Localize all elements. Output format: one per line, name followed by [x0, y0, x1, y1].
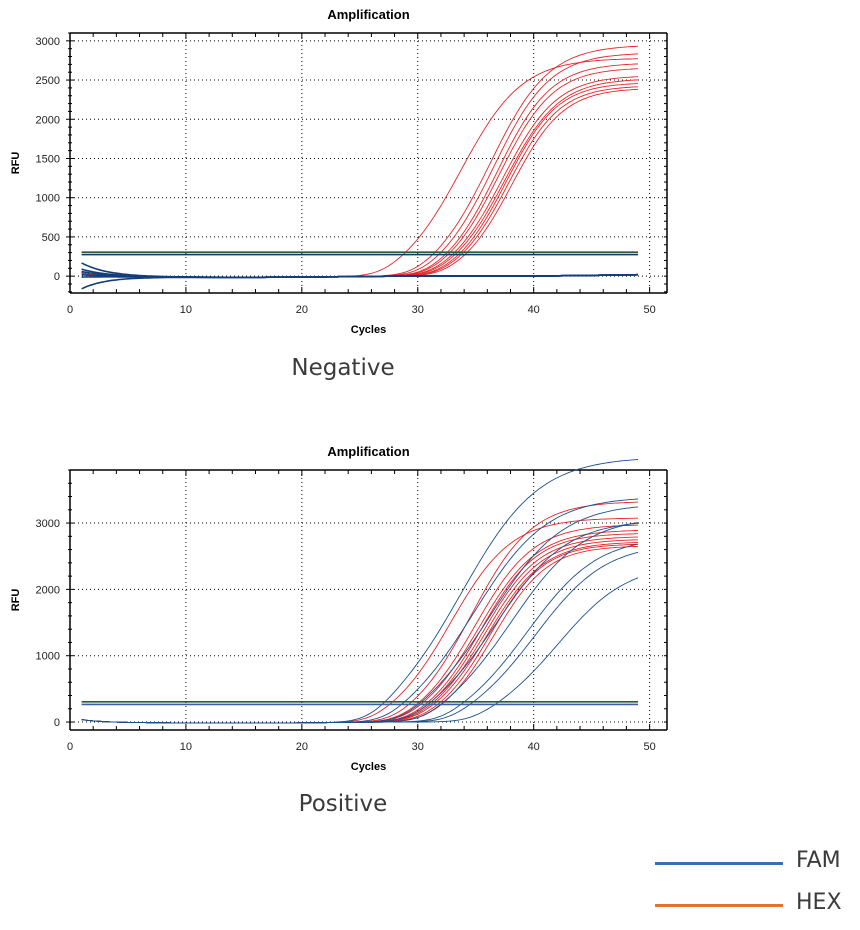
hex-curve: [81, 63, 639, 278]
legend-label-hex: HEX: [796, 890, 842, 915]
fam-curve: [81, 459, 639, 724]
fam-curve: [81, 522, 639, 724]
x-tick-label: 10: [180, 741, 192, 753]
y-tick-label: 2000: [36, 584, 60, 596]
x-axis-label: Cycles: [351, 324, 386, 336]
y-tick-label: 1500: [36, 153, 60, 165]
negative-panel-label: Negative: [291, 355, 395, 381]
y-tick-label: 0: [54, 717, 60, 729]
x-axis-label: Cycles: [351, 761, 386, 773]
fam-curve: [81, 551, 639, 724]
hex-curve: [81, 501, 639, 724]
fam-curve: [81, 506, 639, 724]
chart-title: Amplification: [327, 7, 409, 22]
fam-curve: [81, 273, 639, 290]
hex-curve: [81, 524, 639, 724]
hex-curve: [81, 530, 639, 724]
positive-panel-label: Positive: [298, 791, 388, 817]
hex-curve: [81, 88, 639, 278]
y-axis-label: RFU: [10, 589, 22, 612]
legend-swatch-hex: [655, 904, 783, 907]
fam-curve: [81, 543, 639, 724]
hex-curve: [81, 545, 639, 724]
x-tick-label: 10: [180, 304, 192, 316]
hex-curve: [81, 68, 639, 278]
x-tick-label: 40: [528, 304, 540, 316]
legend-swatch-fam: [655, 862, 783, 865]
hex-curve: [81, 536, 638, 724]
y-tick-label: 2500: [36, 75, 60, 87]
y-axis-label: RFU: [10, 152, 22, 175]
x-tick-label: 50: [643, 741, 655, 753]
x-tick-label: 50: [643, 304, 655, 316]
hex-curve: [81, 83, 639, 278]
fam-curve: [81, 577, 639, 724]
chart-title: Amplification: [327, 444, 409, 459]
y-tick-label: 0: [54, 271, 60, 283]
y-tick-label: 1000: [36, 651, 60, 663]
hex-curve: [81, 542, 639, 724]
x-tick-label: 0: [67, 741, 73, 753]
y-tick-label: 3000: [36, 518, 60, 530]
hex-curve: [81, 543, 639, 724]
hex-curve: [81, 53, 639, 278]
x-tick-label: 40: [528, 741, 540, 753]
legend-label-fam: FAM: [796, 848, 841, 873]
y-tick-label: 3000: [36, 36, 60, 48]
hex-curve: [81, 45, 639, 278]
x-tick-label: 0: [67, 304, 73, 316]
hex-curve: [81, 517, 638, 724]
x-tick-label: 30: [412, 304, 424, 316]
x-tick-label: 20: [296, 304, 308, 316]
hex-curve: [81, 79, 639, 278]
x-tick-label: 30: [412, 741, 424, 753]
hex-curve: [81, 539, 639, 724]
positive-amplification-chart: Amplification 0 10 20 30 40 50 0 1000 2000 3000 Cyc…: [10, 444, 668, 773]
hex-curve: [81, 86, 639, 278]
y-tick-label: 2000: [36, 114, 60, 126]
y-tick-label: 500: [42, 232, 60, 244]
x-tick-label: 20: [296, 741, 308, 753]
y-tick-label: 1000: [36, 193, 60, 205]
